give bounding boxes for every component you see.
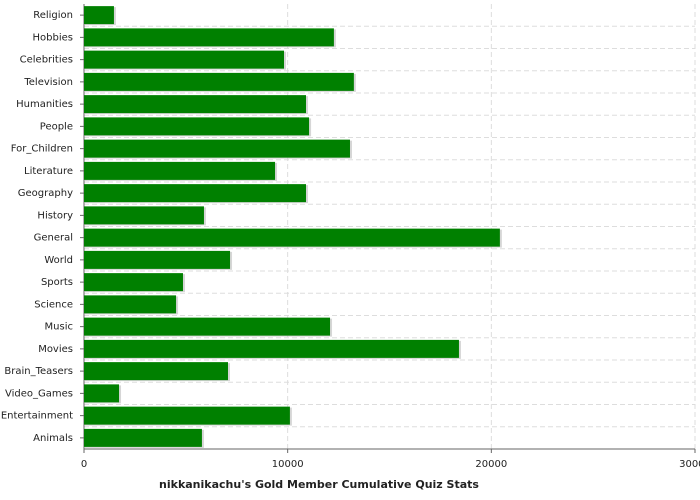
bar — [84, 250, 231, 269]
bar — [84, 161, 276, 180]
y-tick-label: Brain_Teasers — [4, 366, 73, 377]
y-tick-label: Religion — [33, 10, 73, 21]
y-tick-label: Literature — [24, 166, 73, 177]
bar — [84, 184, 306, 203]
bar — [84, 428, 202, 447]
y-tick-label: Music — [45, 322, 73, 333]
bar — [84, 95, 306, 114]
y-tick-label: Movies — [38, 344, 73, 355]
y-tick-label: Animals — [33, 433, 73, 444]
y-tick-label: Television — [23, 77, 73, 88]
x-tick-label: 20000 — [475, 459, 507, 470]
y-tick-label: Geography — [18, 188, 73, 199]
y-tick-label: Hobbies — [33, 32, 73, 43]
y-tick-label: Science — [34, 299, 73, 310]
y-tick-label: Sports — [41, 277, 73, 288]
bar — [84, 228, 500, 247]
y-tick-label: World — [44, 255, 73, 266]
y-tick-label: General — [34, 233, 73, 244]
bar — [84, 206, 204, 225]
bar — [84, 295, 177, 314]
bar — [84, 72, 354, 91]
y-tick-label: For_Children — [11, 144, 73, 155]
bar — [84, 362, 228, 381]
bar — [84, 406, 290, 425]
bar — [84, 317, 331, 336]
y-tick-label: History — [37, 210, 73, 221]
y-tick-label: Entertainment — [1, 411, 73, 422]
chart-title: nikkanikachu's Gold Member Cumulative Qu… — [159, 478, 479, 491]
bar — [84, 117, 310, 136]
y-tick-label: People — [40, 121, 73, 132]
bar — [84, 28, 334, 47]
bar — [84, 384, 120, 403]
x-tick-label: 30000 — [679, 459, 700, 470]
x-tick-label: 0 — [81, 459, 87, 470]
y-tick-label: Video_Games — [5, 388, 73, 399]
bar — [84, 273, 183, 292]
bar — [84, 139, 350, 158]
bar — [84, 6, 114, 25]
bar — [84, 50, 285, 69]
y-tick-label: Celebrities — [20, 55, 73, 66]
y-tick-label: Humanities — [16, 99, 73, 110]
bar — [84, 339, 459, 358]
x-tick-label: 10000 — [272, 459, 304, 470]
